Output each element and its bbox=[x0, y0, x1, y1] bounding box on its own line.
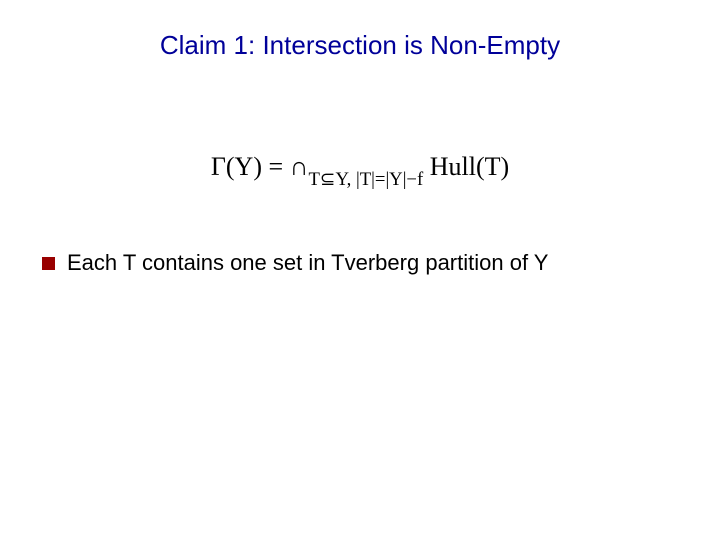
slide-title: Claim 1: Intersection is Non-Empty bbox=[0, 30, 720, 61]
bullet-text: Each T contains one set in Tverberg part… bbox=[67, 250, 548, 276]
formula-lhs: Γ(Y) = bbox=[211, 152, 290, 181]
formula-expression: Γ(Y) = ∩T⊆Y, |T|=|Y|−f Hull(T) bbox=[211, 152, 509, 181]
formula-subscript: T⊆Y, |T|=|Y|−f bbox=[308, 169, 423, 190]
title-text: Claim 1: Intersection is Non-Empty bbox=[160, 30, 560, 60]
bullet-marker bbox=[42, 257, 55, 270]
intersection-symbol: ∩ bbox=[290, 152, 309, 181]
slide: Claim 1: Intersection is Non-Empty Γ(Y) … bbox=[0, 0, 720, 540]
bullet-item: Each T contains one set in Tverberg part… bbox=[42, 250, 548, 276]
formula-rhs: Hull(T) bbox=[423, 152, 509, 181]
formula-region: Γ(Y) = ∩T⊆Y, |T|=|Y|−f Hull(T) bbox=[0, 152, 720, 187]
